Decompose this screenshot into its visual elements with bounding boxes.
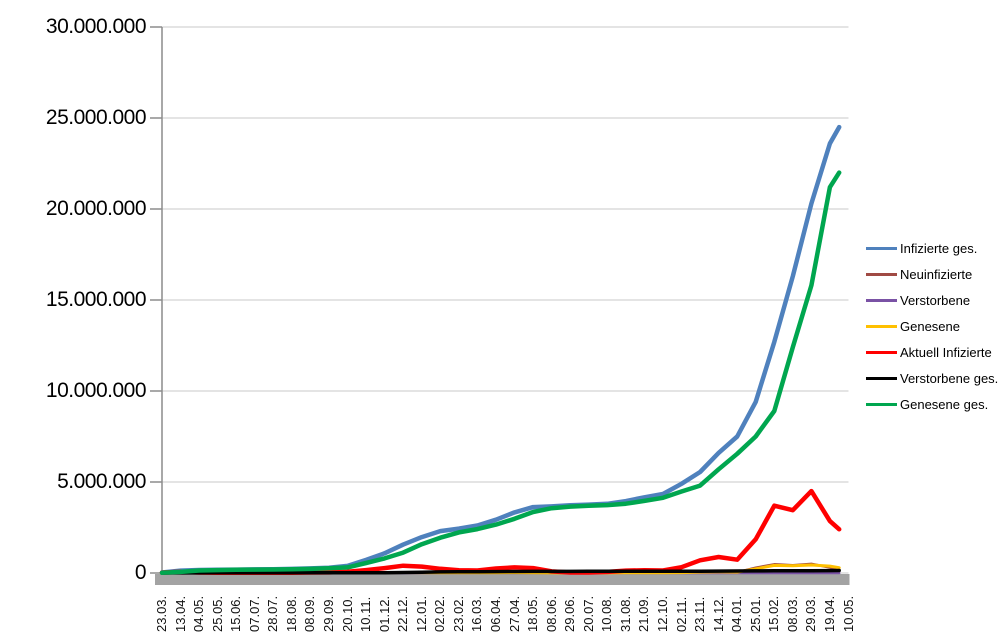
y-axis-label: 20.000.000: [45, 197, 147, 220]
legend-label: Aktuell Infizierte: [900, 344, 992, 360]
x-axis-label: 15.02.: [766, 595, 782, 632]
x-axis-label: 01.12.: [376, 595, 392, 632]
x-axis-label: 23.03.: [154, 595, 169, 632]
x-axis-label: 18.05.: [525, 595, 541, 632]
x-axis-label: 06.04.: [487, 595, 503, 632]
x-axis-bar: [155, 574, 850, 585]
legend-item: Genesene: [866, 313, 998, 339]
legend-item: Verstorbene: [866, 287, 998, 313]
legend-line-swatch: [866, 272, 897, 276]
x-axis-label: 29.09.: [320, 595, 336, 632]
y-axis-label: 5.000.000: [57, 470, 146, 493]
x-axis-label: 08.09.: [302, 595, 318, 632]
x-axis-label: 29.03.: [803, 595, 819, 632]
x-axis-label: 10.05.: [840, 595, 856, 632]
legend-item: Infizierte ges.: [866, 235, 998, 261]
x-axis-label: 12.01.: [413, 595, 429, 632]
legend-item: Neuinfizierte: [866, 261, 998, 287]
x-axis-label: 10.08.: [599, 595, 615, 632]
y-axis-label: 10.000.000: [45, 379, 147, 402]
legend-label: Verstorbene ges.: [900, 370, 999, 386]
x-axis-label: 08.03.: [784, 595, 800, 632]
x-axis-label: 25.01.: [747, 595, 763, 632]
y-axis-label: 25.000.000: [45, 106, 147, 129]
x-axis-label: 25.05.: [209, 595, 225, 632]
series-line-4: [159, 488, 842, 576]
legend: Infizierte ges. Neuinfizierte Verstorbene G…: [866, 235, 998, 417]
legend-item: Verstorbene ges.: [866, 365, 998, 391]
x-axis-label: 29.06.: [562, 595, 578, 632]
legend-item: Aktuell Infizierte: [866, 339, 998, 365]
x-axis-label: 28.07.: [265, 595, 281, 632]
y-axis-label: 15.000.000: [45, 288, 147, 311]
x-axis-label: 10.11.: [358, 596, 374, 632]
legend-item: Genesene ges.: [866, 391, 998, 417]
y-axis-label: 30.000.000: [45, 15, 147, 38]
x-axis-label: 07.07.: [246, 595, 262, 632]
x-axis-label: 04.05.: [191, 595, 207, 632]
x-axis-label: 13.04.: [172, 595, 188, 632]
series-line-6: [159, 170, 842, 576]
x-axis-label: 04.01.: [729, 595, 745, 632]
legend-label: Infizierte ges.: [900, 240, 978, 256]
x-axis-label: 02.02.: [432, 595, 448, 632]
x-axis-label: 14.12.: [710, 595, 726, 632]
legend-label: Neuinfizierte: [900, 266, 973, 282]
legend-line-swatch: [866, 376, 897, 380]
x-axis-label: 23.02.: [450, 595, 466, 632]
x-axis-label: 27.04.: [506, 595, 522, 632]
legend-line-swatch: [866, 324, 897, 328]
x-axis-label: 23.11.: [692, 596, 708, 632]
legend-label: Verstorbene: [900, 292, 971, 308]
x-axis-label: 18.08.: [283, 595, 299, 632]
x-axis-label: 15.06.: [228, 595, 244, 632]
legend-line-swatch: [866, 298, 897, 302]
x-axis-label: 19.04.: [821, 595, 837, 632]
legend-label: Genesene ges.: [900, 396, 989, 412]
series-line-5: [160, 568, 841, 575]
x-axis-label: 20.07.: [580, 595, 596, 632]
legend-line-swatch: [866, 402, 897, 406]
legend-label: Genesene: [900, 318, 960, 334]
x-axis-label: 08.06.: [543, 595, 559, 632]
legend-line-swatch: [866, 246, 897, 250]
series-line-0: [159, 124, 842, 575]
x-axis-label: 12.10.: [654, 595, 670, 632]
x-axis-label: 21.09.: [636, 595, 652, 632]
legend-line-swatch: [866, 350, 897, 354]
x-axis-label: 16.03.: [469, 595, 485, 632]
x-axis-label: 02.11.: [673, 596, 689, 632]
x-axis-label: 31.08.: [617, 595, 633, 632]
y-axis-label: 0: [134, 561, 147, 584]
x-axis-label: 22.12.: [395, 595, 411, 632]
x-axis-label: 20.10.: [339, 595, 355, 632]
